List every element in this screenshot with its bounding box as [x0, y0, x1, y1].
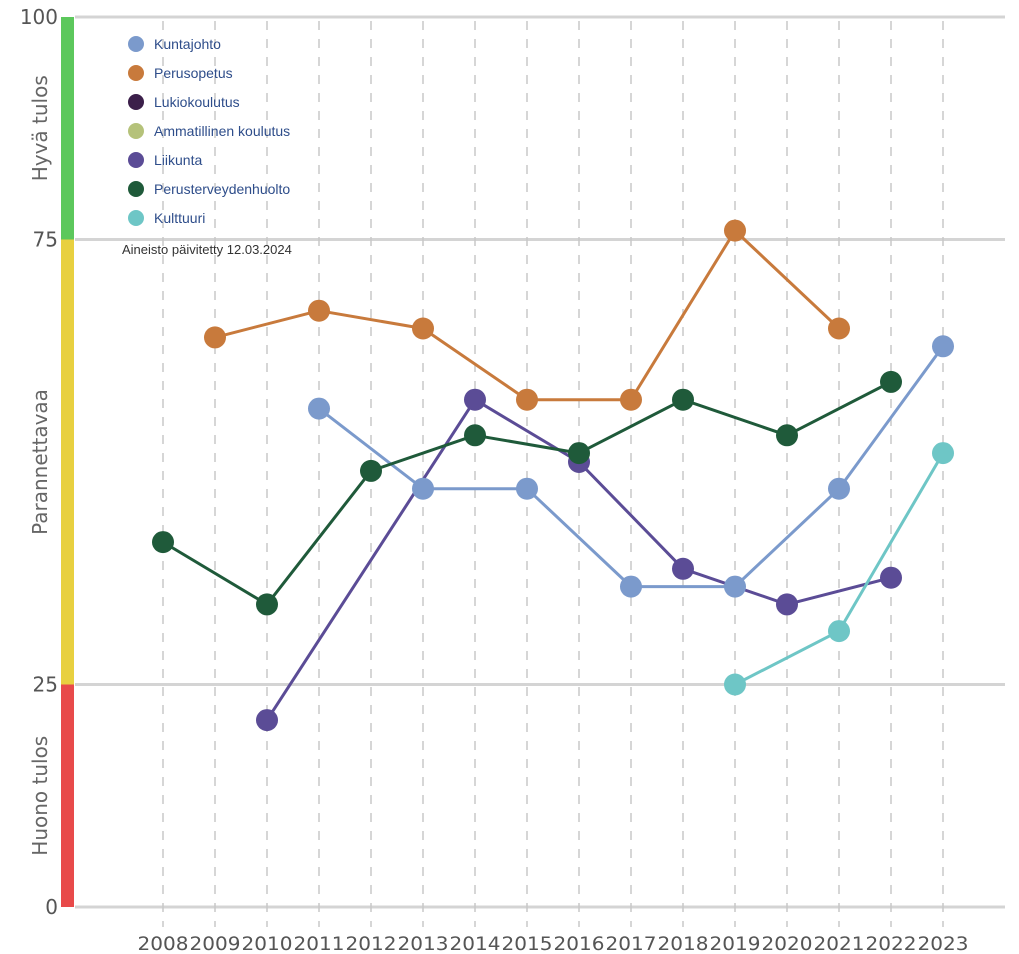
series-points [152, 219, 954, 732]
gridlines [75, 15, 1005, 927]
band-label: Hyvä tulos [28, 75, 52, 181]
data-point[interactable] [516, 388, 538, 411]
data-point[interactable] [308, 397, 330, 420]
data-point[interactable] [880, 370, 902, 393]
data-point[interactable] [620, 575, 642, 598]
data-point[interactable] [464, 424, 486, 447]
x-tick-label: 2020 [762, 933, 813, 954]
x-tick-label: 2008 [138, 933, 189, 954]
band-bar [61, 684, 74, 907]
data-point[interactable] [724, 673, 746, 696]
x-tick-label: 2023 [918, 933, 969, 954]
data-point[interactable] [308, 299, 330, 322]
legend-marker [128, 123, 144, 139]
series-lines [162, 229, 945, 721]
x-tick-label: 2013 [398, 933, 449, 954]
legend-label[interactable]: Lukiokoulutus [154, 94, 240, 110]
y-tick-label: 100 [20, 5, 58, 29]
data-point[interactable] [932, 335, 954, 358]
data-point[interactable] [360, 459, 382, 482]
x-tick-label: 2009 [190, 933, 241, 954]
legend: Kuntajohto Perusopetus Lukiokoulutus Ammati… [128, 36, 290, 226]
x-tick-label: 2015 [502, 933, 553, 954]
legend-marker [128, 65, 144, 81]
data-point[interactable] [568, 442, 590, 465]
data-point[interactable] [828, 317, 850, 340]
x-tick-label: 2010 [242, 933, 293, 954]
data-point[interactable] [152, 531, 174, 554]
data-point[interactable] [880, 566, 902, 589]
data-point[interactable] [464, 388, 486, 411]
series-line [265, 398, 892, 721]
legend-marker [128, 152, 144, 168]
result-bands: Huono tulos Parannettavaa Hyvä tulos [28, 17, 74, 907]
data-point[interactable] [672, 557, 694, 580]
data-point[interactable] [204, 326, 226, 349]
x-axis-ticks: 2008 2009 2010 2011 2012 2013 2014 2015 2016 2017… [138, 933, 969, 954]
data-point[interactable] [672, 388, 694, 411]
data-point[interactable] [516, 477, 538, 500]
band-label: Huono tulos [28, 736, 52, 856]
x-tick-label: 2011 [294, 933, 345, 954]
legend-label[interactable]: Perusopetus [154, 65, 233, 81]
legend-label[interactable]: Ammatillinen koulutus [154, 123, 290, 139]
data-point[interactable] [776, 424, 798, 447]
legend-label[interactable]: Kulttuuri [154, 210, 205, 226]
series-line [162, 380, 892, 606]
data-point[interactable] [724, 575, 746, 598]
legend-marker [128, 181, 144, 197]
x-tick-label: 2019 [710, 933, 761, 954]
x-tick-label: 2018 [658, 933, 709, 954]
band-bar [61, 239, 74, 685]
data-point[interactable] [828, 620, 850, 643]
band-label: Parannettavaa [28, 389, 52, 535]
data-point[interactable] [412, 317, 434, 340]
legend-marker [128, 36, 144, 52]
data-point[interactable] [256, 709, 278, 732]
data-updated-note: Aineisto päivitetty 12.03.2024 [122, 242, 292, 257]
legend-marker [128, 210, 144, 226]
x-tick-label: 2012 [346, 933, 397, 954]
x-tick-label: 2016 [554, 933, 605, 954]
data-point[interactable] [776, 593, 798, 616]
y-tick-label: 75 [33, 228, 58, 252]
band-bar [61, 17, 74, 240]
x-tick-label: 2021 [814, 933, 865, 954]
data-point[interactable] [412, 477, 434, 500]
data-point[interactable] [932, 442, 954, 465]
y-axis-ticks: 0 25 75 100 [20, 5, 58, 919]
data-point[interactable] [828, 477, 850, 500]
legend-marker [128, 94, 144, 110]
x-tick-label: 2017 [606, 933, 657, 954]
legend-label[interactable]: Perusterveydenhuolto [154, 181, 290, 197]
legend-label[interactable]: Liikunta [154, 152, 202, 168]
y-tick-label: 25 [33, 673, 58, 697]
y-tick-label: 0 [45, 895, 58, 919]
x-tick-label: 2014 [450, 933, 501, 954]
data-point[interactable] [724, 219, 746, 242]
legend-label[interactable]: Kuntajohto [154, 36, 221, 52]
x-tick-label: 2022 [866, 933, 917, 954]
data-point[interactable] [256, 593, 278, 616]
data-point[interactable] [620, 388, 642, 411]
